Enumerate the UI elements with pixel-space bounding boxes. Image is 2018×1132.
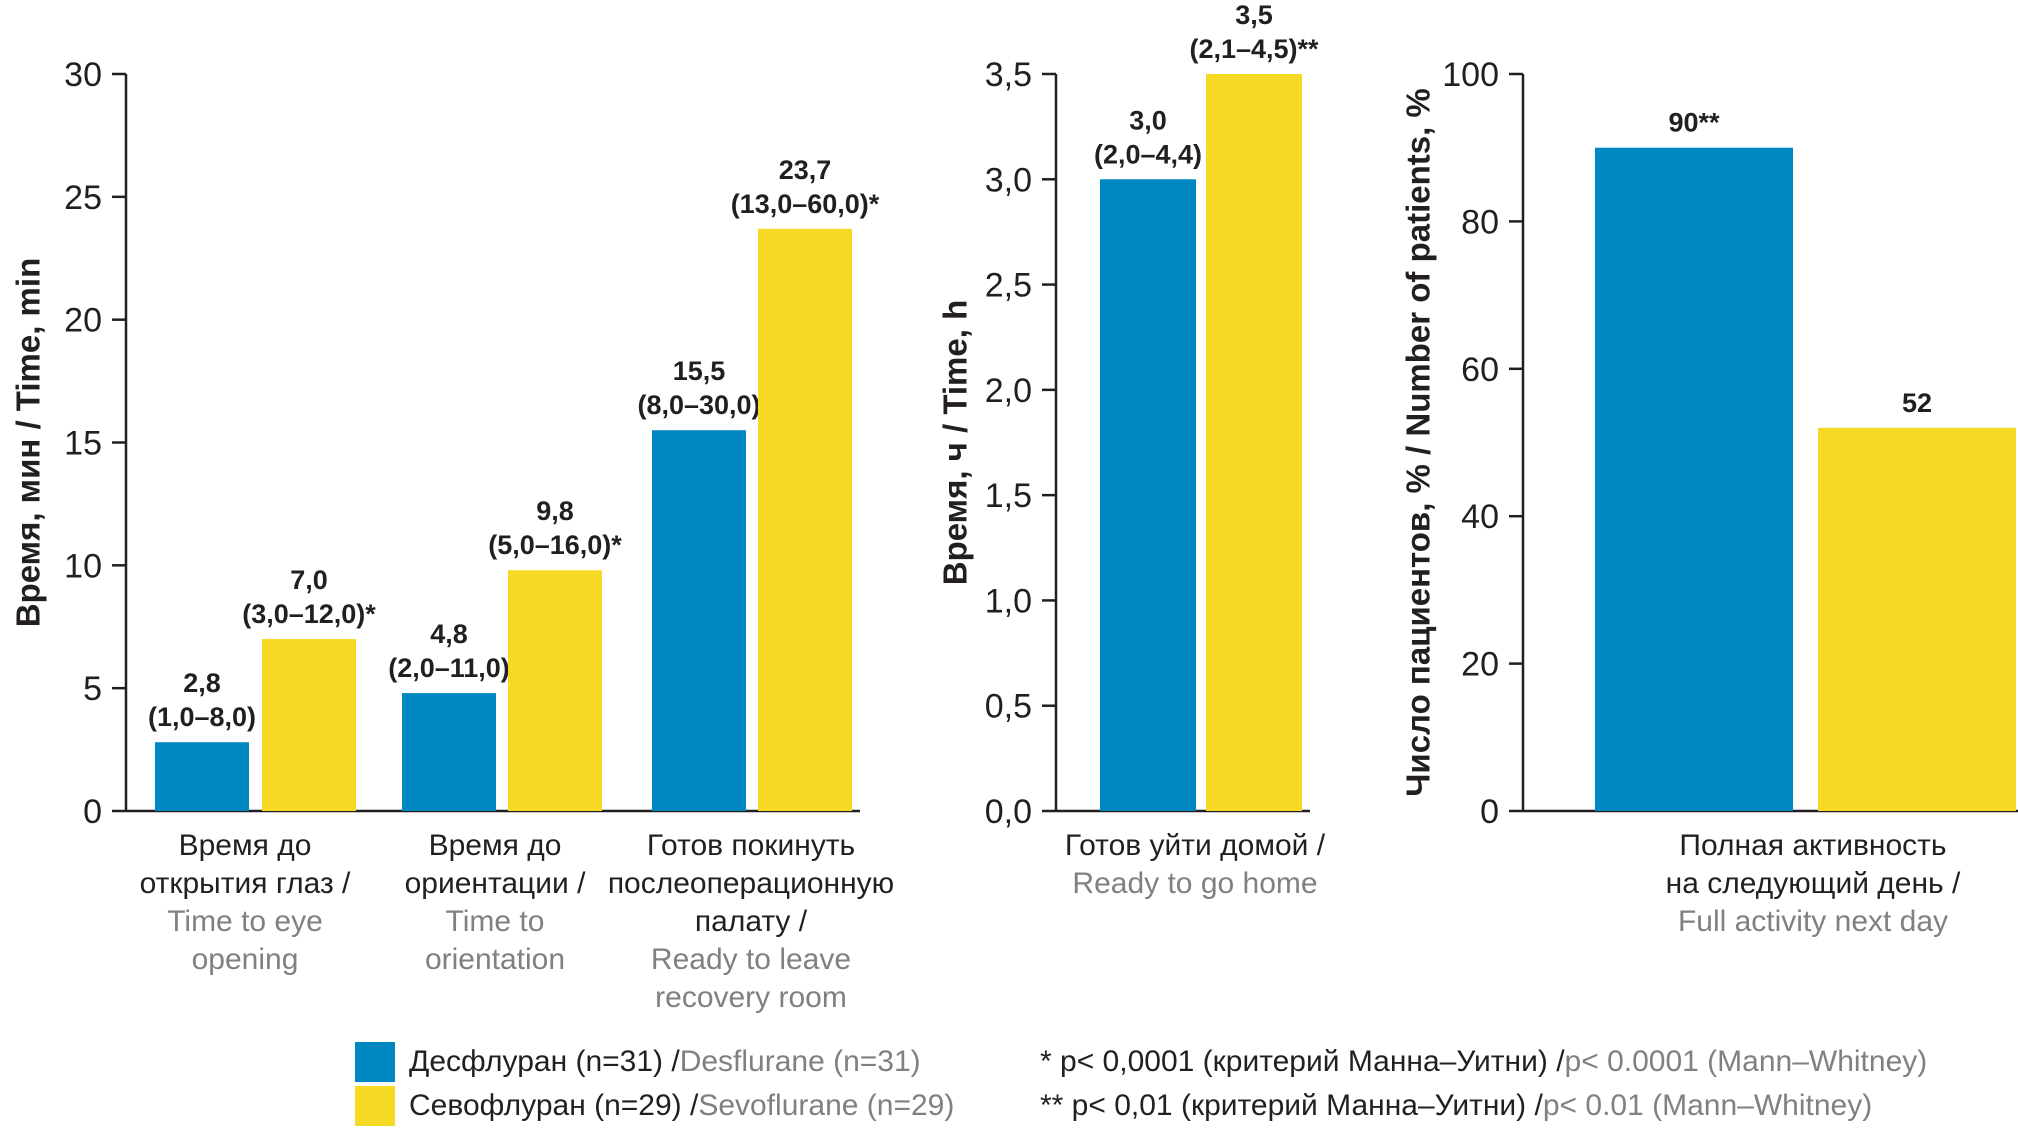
y-tick-label: 0 — [1480, 793, 1499, 831]
legend-label-desflurane-ru: Десфлуран (n=31) / — [409, 1045, 680, 1078]
bar-sevoflurane — [508, 570, 602, 811]
y-axis-title-ru: Время, мин / — [10, 411, 47, 627]
data-label-desflurane: (1,0–8,0) — [148, 702, 256, 732]
y-tick-label: 40 — [1461, 498, 1499, 536]
y-tick-label: 0 — [83, 793, 102, 831]
bar-sevoflurane — [1818, 427, 2016, 811]
data-label-desflurane: 2,8 — [183, 668, 221, 698]
data-label-sevoflurane: 9,8 — [536, 496, 574, 526]
data-label-sevoflurane: 23,7 — [779, 155, 832, 185]
y-tick-label: 10 — [64, 547, 102, 585]
legend-swatch-sevoflurane — [355, 1086, 395, 1126]
y-tick-label: 30 — [64, 56, 102, 94]
data-label-desflurane: 15,5 — [673, 356, 726, 386]
bar-desflurane — [652, 430, 746, 811]
y-axis-title: Число пациентов, % / Number of patients,… — [1400, 88, 1437, 797]
significance-notes: * p< 0,0001 (критерий Манна–Уитни) / p< … — [1040, 1040, 1927, 1128]
legend: Десфлуран (n=31) / Desflurane (n=31) Сев… — [355, 1040, 954, 1128]
bar-desflurane — [1595, 147, 1793, 811]
y-tick-label: 25 — [64, 179, 102, 217]
legend-label-sevoflurane-en: Sevoflurane (n=29) — [698, 1089, 955, 1122]
category-label-ru: Время до — [429, 829, 562, 862]
legend-item-sevoflurane: Севофлуран (n=29) / Sevoflurane (n=29) — [355, 1084, 954, 1128]
data-label-sevoflurane: (3,0–12,0)* — [242, 599, 376, 629]
category-label-ru: на следующий день / — [1666, 867, 1961, 900]
category-label-en: Time to — [446, 905, 545, 938]
category-label-en: Ready to go home — [1072, 867, 1317, 900]
y-tick-label: 80 — [1461, 203, 1499, 241]
note-p0001-ru: * p< 0,0001 (критерий Манна–Уитни) / — [1040, 1045, 1565, 1078]
legend-label-sevoflurane-ru: Севофлуран (n=29) / — [409, 1089, 699, 1122]
note-p001: ** p< 0,01 (критерий Манна–Уитни) / p< 0… — [1040, 1084, 1927, 1128]
category-label-ru: ориентации / — [405, 867, 587, 900]
data-label-sevoflurane: 52 — [1902, 388, 1932, 418]
y-axis-title-en: Number of patients, % — [1400, 88, 1437, 436]
category-label-en: Ready to leave — [651, 943, 851, 976]
bar-desflurane — [155, 742, 249, 811]
y-tick-label: 0,5 — [985, 688, 1032, 726]
y-tick-label: 60 — [1461, 351, 1499, 389]
data-label-desflurane: 3,0 — [1129, 105, 1167, 135]
note-p001-ru: ** p< 0,01 (критерий Манна–Уитни) / — [1040, 1089, 1543, 1122]
y-axis-title-en: Time, min — [10, 258, 47, 411]
category-label-ru: послеоперационную — [608, 867, 894, 900]
legend-label-desflurane-en: Desflurane (n=31) — [679, 1045, 921, 1078]
note-p001-en: p< 0.01 (Mann–Whitney) — [1542, 1089, 1873, 1122]
category-label-ru: Готов уйти домой / — [1065, 829, 1326, 862]
category-label-ru: открытия глаз / — [140, 867, 351, 900]
y-tick-label: 100 — [1442, 56, 1499, 94]
y-tick-label: 3,5 — [985, 56, 1032, 94]
category-label-en: Full activity next day — [1678, 905, 1948, 938]
note-p0001: * p< 0,0001 (критерий Манна–Уитни) / p< … — [1040, 1040, 1927, 1084]
y-tick-label: 0,0 — [985, 793, 1032, 831]
y-tick-label: 1,0 — [985, 582, 1032, 620]
data-label-desflurane: (2,0–4,4) — [1094, 139, 1202, 169]
bar-sevoflurane — [758, 228, 852, 811]
y-axis-title-ru: Время, ч / — [937, 415, 974, 586]
data-label-desflurane: 90** — [1668, 108, 1720, 138]
bar-desflurane — [1100, 179, 1196, 812]
bar-sevoflurane — [1206, 74, 1302, 811]
y-tick-label: 5 — [83, 670, 102, 708]
category-label-ru: Полная активность — [1679, 829, 1946, 862]
data-label-sevoflurane: 3,5 — [1235, 0, 1273, 30]
category-label-en: Time to eye — [167, 905, 323, 938]
legend-swatch-desflurane — [355, 1042, 395, 1082]
y-axis-title: Время, мин / Time, min — [10, 258, 47, 627]
note-p0001-en: p< 0.0001 (Mann–Whitney) — [1564, 1045, 1928, 1078]
data-label-sevoflurane: (13,0–60,0)* — [731, 189, 880, 219]
category-label-en: recovery room — [655, 981, 847, 1014]
y-tick-label: 1,5 — [985, 477, 1032, 515]
y-tick-label: 2,0 — [985, 372, 1032, 410]
category-label-en: orientation — [425, 943, 565, 976]
category-label-en: opening — [192, 943, 299, 976]
data-label-desflurane: (2,0–11,0) — [388, 653, 510, 683]
category-label-ru: Готов покинуть — [647, 829, 855, 862]
y-axis-title: Время, ч / Time, h — [937, 300, 974, 586]
data-label-sevoflurane: 7,0 — [290, 565, 328, 595]
y-tick-label: 3,0 — [985, 161, 1032, 199]
data-label-desflurane: 4,8 — [430, 619, 468, 649]
y-tick-label: 2,5 — [985, 267, 1032, 305]
y-tick-label: 20 — [64, 302, 102, 340]
data-label-sevoflurane: (5,0–16,0)* — [488, 530, 622, 560]
y-tick-label: 20 — [1461, 646, 1499, 684]
bar-sevoflurane — [262, 639, 356, 811]
data-label-sevoflurane: (2,1–4,5)** — [1189, 34, 1319, 64]
category-label-ru: Время до — [179, 829, 312, 862]
y-axis-title-en: Time, h — [937, 300, 974, 415]
category-label-ru: палату / — [695, 905, 808, 938]
data-label-desflurane: (8,0–30,0) — [637, 390, 760, 420]
legend-item-desflurane: Десфлуран (n=31) / Desflurane (n=31) — [355, 1040, 954, 1084]
y-axis-title-ru: Число пациентов, % / — [1400, 437, 1437, 797]
bar-desflurane — [402, 693, 496, 811]
y-tick-label: 15 — [64, 425, 102, 463]
